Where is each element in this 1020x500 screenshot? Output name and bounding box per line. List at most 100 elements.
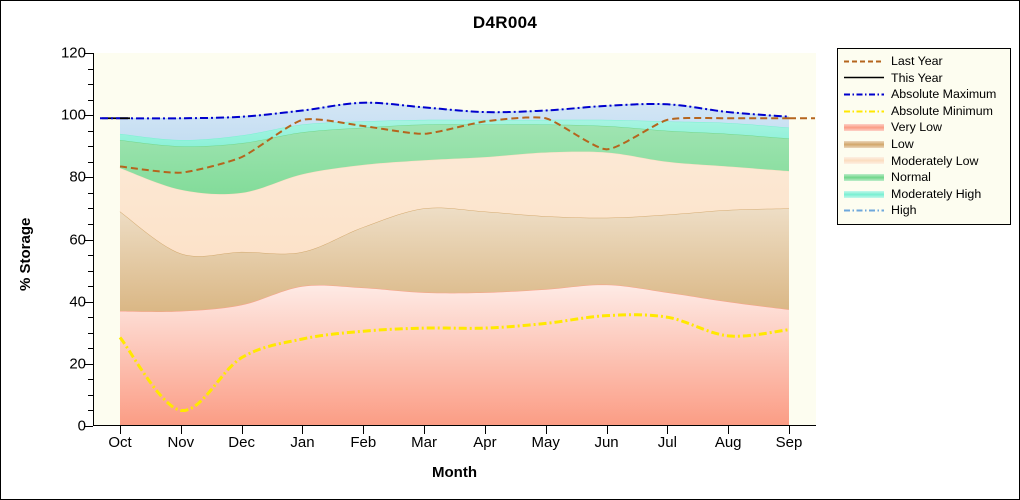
y-tick-major [85, 363, 93, 365]
x-tick-label-jul: Jul [657, 434, 677, 451]
x-tick-label-may: May [531, 434, 560, 451]
y-tick-minor [88, 379, 93, 381]
legend-item-normal[interactable]: Normal [838, 169, 1010, 186]
legend-item-absolute-maximum[interactable]: Absolute Maximum [838, 86, 1010, 103]
legend-item-moderately-low[interactable]: Moderately Low [838, 153, 1010, 170]
x-tick [120, 426, 121, 434]
y-tick-label: 60 [69, 231, 86, 248]
legend-item-moderately-high[interactable]: Moderately High [838, 186, 1010, 203]
x-tick [545, 426, 547, 434]
y-tick-minor [88, 84, 93, 86]
y-tick-label: 100 [60, 106, 86, 124]
legend-swatch-icon [844, 189, 884, 200]
x-tick-label-oct: Oct [108, 434, 132, 451]
y-tick-minor [88, 286, 93, 288]
x-tick-label-aug: Aug [714, 434, 742, 451]
x-tick-label-apr: Apr [473, 434, 497, 451]
legend-swatch-icon [844, 72, 884, 83]
legend-item-low[interactable]: Low [838, 136, 1010, 153]
legend-item-absolute-minimum[interactable]: Absolute Minimum [838, 103, 1010, 120]
legend-label: Low [891, 137, 914, 152]
y-tick-minor [88, 348, 93, 350]
x-tick [363, 426, 365, 434]
y-tick-minor [88, 223, 93, 225]
legend-item-last-year[interactable]: Last Year [838, 53, 1010, 70]
legend-label: Absolute Minimum [891, 103, 993, 118]
page-title: D4R004 [472, 13, 538, 32]
y-tick-minor [88, 68, 93, 70]
band-very-low [120, 284, 789, 426]
x-tick-label-mar: Mar [411, 434, 437, 451]
legend-swatch-icon [844, 155, 884, 166]
legend-item-this-year[interactable]: This Year [838, 70, 1010, 87]
legend-label: Absolute Maximum [891, 87, 997, 102]
y-tick-minor [88, 317, 93, 319]
legend-label: Moderately Low [891, 153, 979, 168]
x-tick [606, 426, 608, 434]
x-tick [667, 426, 669, 434]
legend-label: High [891, 203, 917, 218]
y-tick-minor [88, 192, 93, 194]
y-tick-label: 20 [69, 355, 86, 373]
band-normal [120, 124, 789, 195]
series-absolute-minimum [118, 313, 790, 412]
y-tick-major [85, 239, 93, 241]
y-tick-label: 40 [69, 293, 86, 311]
legend-item-very-low[interactable]: Very Low [838, 119, 1010, 136]
legend-label: Normal [891, 170, 931, 185]
y-tick-major [85, 115, 93, 117]
legend-swatch-icon [844, 56, 884, 67]
legend-label: Last Year [891, 54, 943, 69]
y-tick-major [85, 301, 93, 303]
y-tick-minor [88, 161, 93, 163]
series-last-year [119, 116, 790, 174]
legend-swatch-icon [844, 122, 884, 133]
y-tick-minor [88, 410, 93, 412]
legend-label: Moderately High [891, 186, 982, 201]
y-tick-minor [88, 394, 93, 396]
x-tick [728, 426, 730, 434]
y-tick-minor [88, 208, 93, 210]
y-tick-major [85, 426, 93, 427]
y-tick-minor [88, 99, 93, 101]
x-tick [241, 426, 243, 434]
y-tick-label: 80 [69, 168, 86, 186]
plot-canvas [100, 101, 815, 426]
legend-swatch-icon [844, 89, 884, 100]
x-tick-label-nov: Nov [167, 434, 195, 451]
y-tick-label: 120 [60, 44, 86, 62]
y-axis-label-host: % Storage [17, 53, 45, 426]
x-tick-label-dec: Dec [228, 434, 255, 451]
band-low [120, 207, 789, 312]
band-high [120, 102, 789, 141]
x-tick-label-feb: Feb [350, 434, 377, 451]
x-tick-label-jan: Jan [290, 434, 315, 451]
x-tick [789, 426, 790, 434]
x-tick [302, 426, 304, 434]
legend-item-high[interactable]: High [838, 202, 1010, 219]
chart-legend: Last Year This Year Absolute Maximum Absolu… [837, 48, 1011, 225]
plot-area: 0 20 40 60 80 100 120 Oct Nov Dec Jan Feb Mar Apr May J… [61, 45, 816, 451]
legend-swatch-icon [844, 106, 884, 117]
legend-label: Very Low [891, 120, 942, 135]
y-tick-label: 0 [77, 417, 86, 435]
legend-label: This Year [891, 70, 943, 85]
y-tick-major [85, 177, 93, 179]
x-tick [484, 426, 486, 434]
x-tick-label-sep: Sep [775, 434, 803, 451]
y-tick-minor [88, 270, 93, 272]
band-moderately-low [120, 151, 789, 257]
legend-swatch-icon [844, 172, 884, 183]
legend-swatch-icon [844, 139, 884, 150]
y-tick-minor [88, 332, 93, 334]
x-tick-label-jun: Jun [594, 434, 619, 451]
y-tick-minor [88, 146, 93, 148]
band-moderately-high [120, 119, 789, 147]
x-tick [424, 426, 426, 434]
y-axis-label: % Storage [17, 217, 34, 291]
y-tick-minor [88, 255, 93, 257]
x-axis-label: Month [432, 464, 477, 481]
y-tick-minor [88, 130, 93, 132]
x-tick [180, 426, 182, 434]
